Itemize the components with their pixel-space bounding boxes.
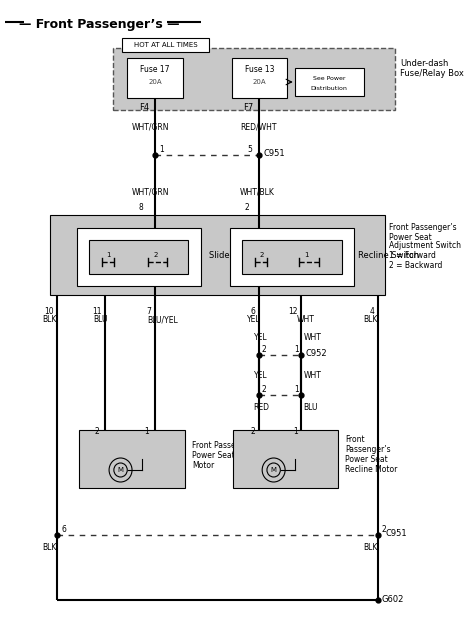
- Text: 20A: 20A: [148, 79, 162, 85]
- Text: 1: 1: [294, 385, 299, 394]
- Bar: [122, 38, 209, 52]
- Text: 2: 2: [95, 427, 100, 436]
- Text: 2: 2: [261, 385, 266, 394]
- Text: 1: 1: [159, 145, 164, 154]
- Text: BLK: BLK: [43, 316, 57, 324]
- Text: 2: 2: [259, 252, 264, 258]
- Text: 2: 2: [261, 345, 266, 354]
- Text: WHT: WHT: [296, 316, 314, 324]
- Text: YEL: YEL: [247, 316, 260, 324]
- Text: Recline Motor: Recline Motor: [346, 465, 398, 474]
- Text: Under-dash: Under-dash: [400, 58, 448, 67]
- Bar: [233, 430, 338, 488]
- Text: 1: 1: [294, 345, 299, 354]
- Text: 2 = Backward: 2 = Backward: [390, 262, 443, 271]
- Text: 1 = Forward: 1 = Forward: [390, 251, 436, 260]
- Text: Fuse 17: Fuse 17: [140, 65, 170, 74]
- Text: RED: RED: [254, 403, 270, 411]
- Text: WHT/BLK: WHT/BLK: [240, 187, 275, 196]
- Text: Fuse/Relay Box: Fuse/Relay Box: [400, 69, 464, 77]
- Bar: [89, 240, 189, 274]
- Text: C952: C952: [305, 349, 327, 358]
- Text: F7: F7: [243, 102, 254, 112]
- Text: YEL: YEL: [254, 370, 267, 380]
- Text: Adjustment Switch: Adjustment Switch: [390, 241, 461, 250]
- Text: RED/WHT: RED/WHT: [240, 123, 277, 131]
- Bar: [229, 228, 354, 286]
- Text: F4: F4: [139, 102, 149, 112]
- Text: 5: 5: [248, 145, 253, 154]
- Text: WHT: WHT: [303, 333, 321, 342]
- Text: 4: 4: [369, 307, 374, 316]
- Text: 1: 1: [145, 427, 149, 436]
- Text: C951: C951: [385, 528, 407, 537]
- Text: Front: Front: [346, 436, 365, 444]
- Text: 1: 1: [304, 252, 309, 258]
- Text: 7: 7: [146, 307, 151, 316]
- Text: 6: 6: [251, 307, 255, 316]
- Text: G602: G602: [382, 594, 404, 603]
- Text: See Power: See Power: [313, 76, 346, 81]
- Text: C951: C951: [263, 149, 285, 157]
- Text: WHT/GRN: WHT/GRN: [132, 123, 170, 131]
- Bar: [113, 48, 395, 110]
- Bar: [295, 68, 364, 96]
- Text: BLU: BLU: [93, 316, 108, 324]
- Text: M: M: [271, 467, 277, 473]
- Text: 6: 6: [61, 526, 66, 535]
- Text: Distribution: Distribution: [310, 86, 347, 91]
- Text: 2: 2: [251, 427, 255, 436]
- Text: BLK: BLK: [363, 316, 377, 324]
- Text: 12: 12: [288, 307, 298, 316]
- Text: 11: 11: [92, 307, 101, 316]
- Bar: [50, 215, 384, 295]
- Text: WHT/GRN: WHT/GRN: [132, 187, 170, 196]
- Text: 8: 8: [139, 203, 144, 213]
- Text: Front Passenger’s: Front Passenger’s: [390, 224, 457, 232]
- Text: WHT: WHT: [303, 370, 321, 380]
- Text: — Front Passenger’s —: — Front Passenger’s —: [19, 18, 180, 31]
- Bar: [242, 240, 342, 274]
- Text: YEL: YEL: [254, 333, 267, 342]
- Text: HOT AT ALL TIMES: HOT AT ALL TIMES: [134, 42, 197, 48]
- Bar: [80, 430, 185, 488]
- Text: BLK: BLK: [363, 544, 377, 552]
- Text: 10: 10: [44, 307, 54, 316]
- Text: 20A: 20A: [253, 79, 266, 85]
- Text: 2: 2: [154, 252, 158, 258]
- Text: BLK: BLK: [43, 544, 57, 552]
- Text: Slide Switch: Slide Switch: [209, 250, 260, 260]
- Text: Power Seat: Power Seat: [346, 455, 388, 464]
- Text: 1: 1: [293, 427, 298, 436]
- Text: Passenger’s: Passenger’s: [346, 446, 391, 455]
- Text: 2: 2: [382, 526, 386, 535]
- Text: Power Seat: Power Seat: [390, 232, 432, 241]
- Text: Motor: Motor: [192, 460, 215, 469]
- Text: BLU: BLU: [303, 403, 318, 411]
- Bar: [127, 58, 183, 98]
- Text: 2: 2: [245, 203, 250, 213]
- Bar: [231, 58, 287, 98]
- Text: Power Seat Slide: Power Seat Slide: [192, 450, 256, 460]
- Text: BLU/YEL: BLU/YEL: [147, 316, 178, 324]
- Text: Fuse 13: Fuse 13: [245, 65, 274, 74]
- Bar: [76, 228, 201, 286]
- Text: M: M: [118, 467, 124, 473]
- Text: 1: 1: [106, 252, 110, 258]
- Text: Recline Switch: Recline Switch: [358, 250, 419, 260]
- Text: Front Passenger’s: Front Passenger’s: [192, 441, 260, 450]
